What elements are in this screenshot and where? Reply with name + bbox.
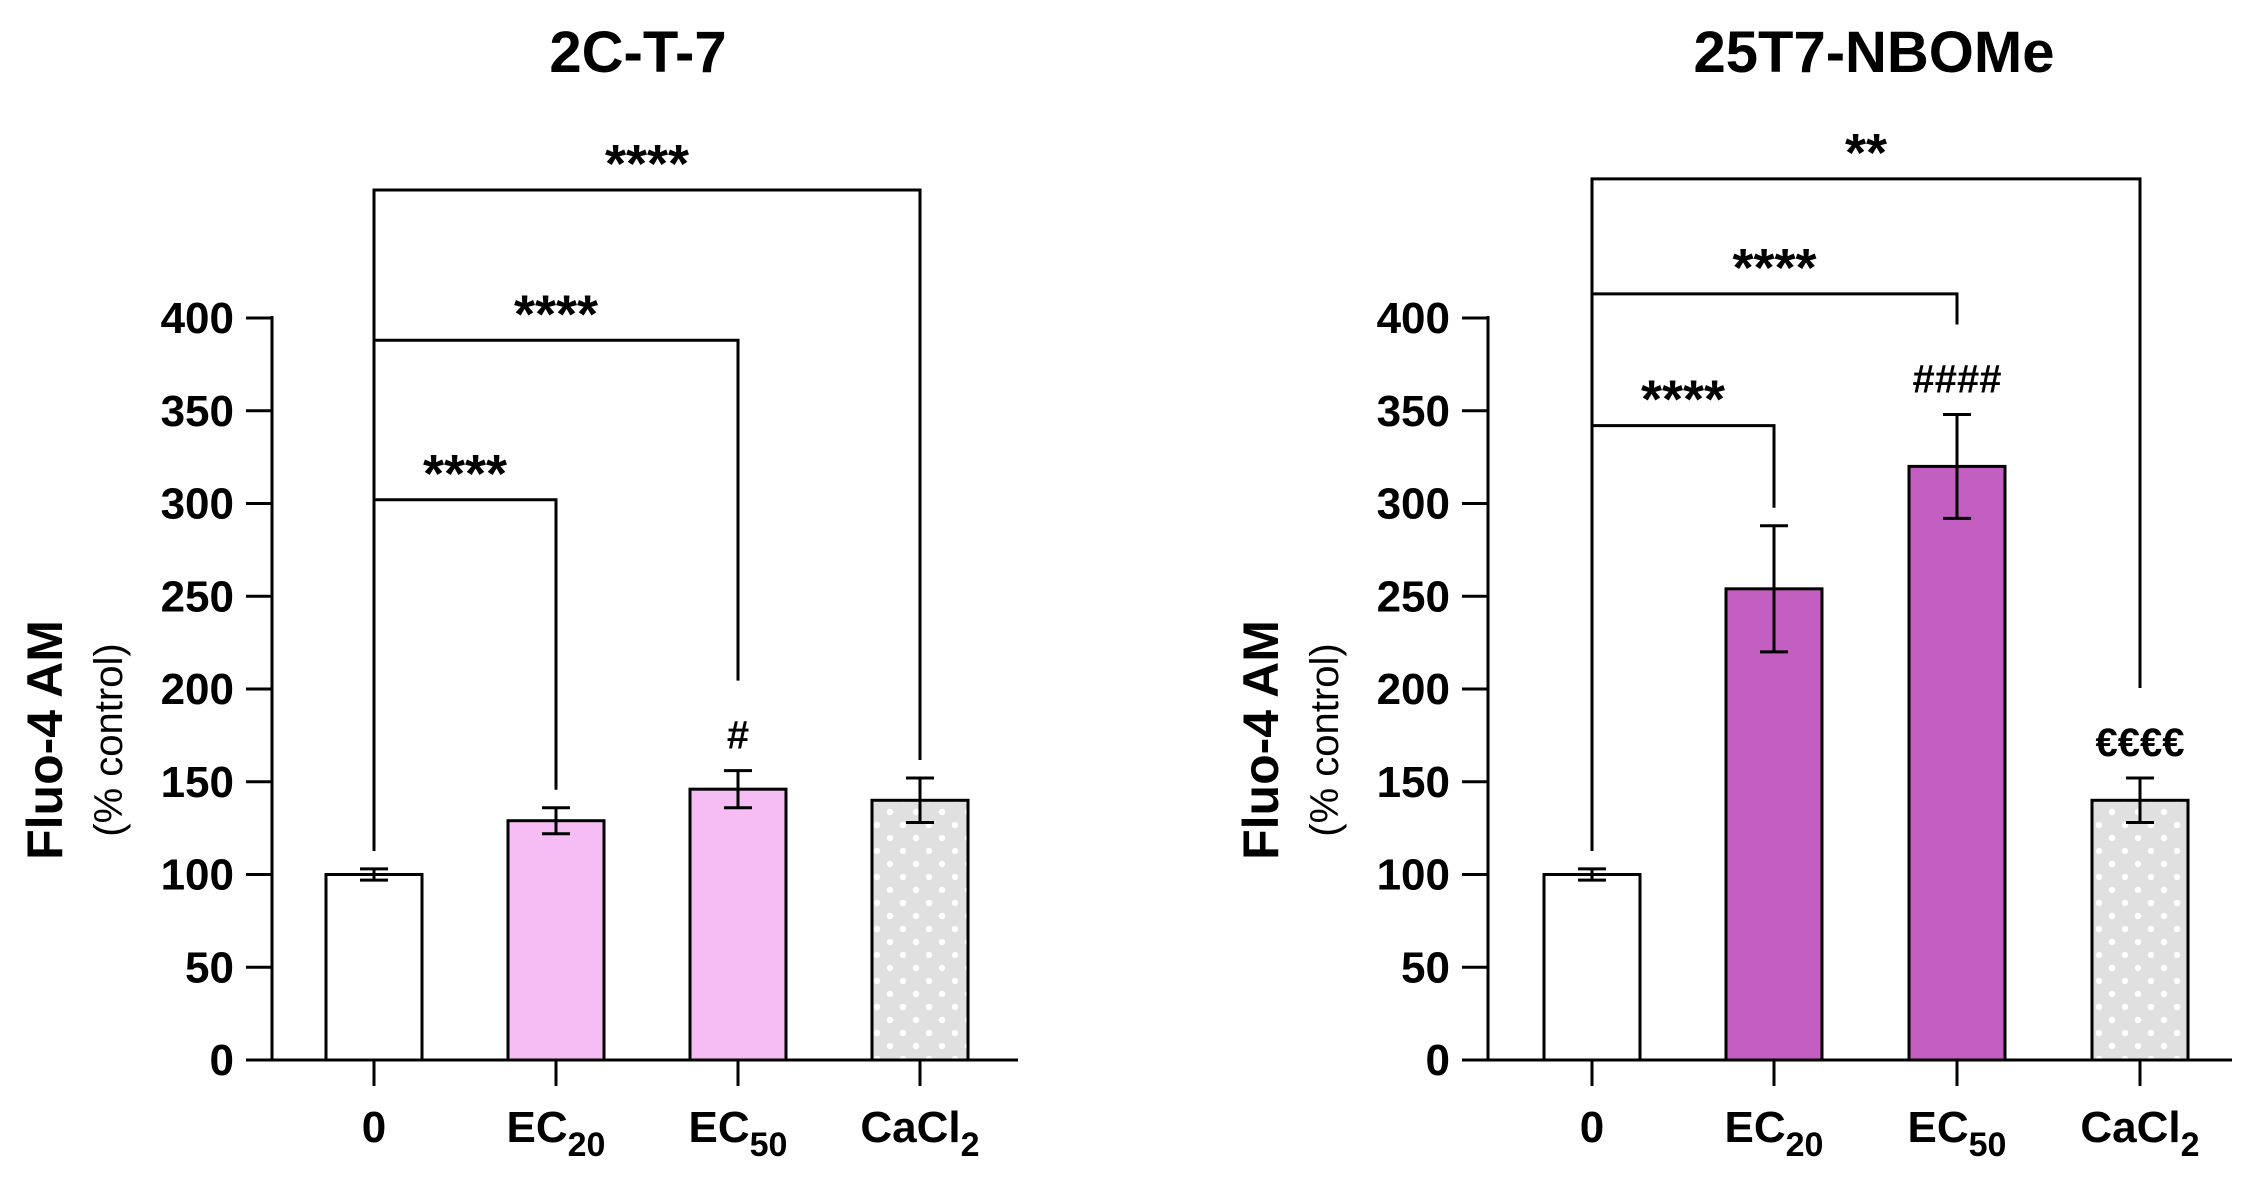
y-tick-label: 350 [161, 387, 234, 436]
x-tick-label-main: 0 [1580, 1103, 1604, 1152]
comparison-label: **** [1641, 370, 1725, 430]
chart-title: 25T7-NBOMe [1694, 20, 2055, 85]
y-axis-subtitle: (% control) [87, 643, 131, 836]
y-axis-label: Fluo-4 AM [1233, 620, 1289, 860]
y-axis-subtitle: (% control) [1303, 643, 1347, 836]
x-tick-label-main: EC [1725, 1103, 1786, 1152]
chart-panel-25t7-nbome: 25T7-NBOMe Fluo-4 AM (% control) 0 50 100 1… [1233, 20, 2232, 1164]
bar [1907, 464, 2007, 1062]
y-tick-label: 200 [1377, 665, 1450, 714]
significance-mark: €€€€ [2096, 721, 2185, 765]
y-axis-label: Fluo-4 AM [17, 620, 73, 860]
x-tick-label-main: CaCl [860, 1103, 960, 1152]
y-tick-label: 50 [185, 943, 234, 992]
x-tick-label-subscript: 2 [2181, 1126, 2200, 1164]
significance-mark: #### [1913, 357, 2002, 401]
comparison-bracket [372, 498, 558, 851]
y-tick-label: 100 [1377, 851, 1450, 900]
y-tick-label: 0 [210, 1036, 234, 1085]
bar [870, 798, 970, 1062]
bar [324, 873, 424, 1062]
x-tick-label-subscript: 20 [1786, 1126, 1824, 1164]
comparison-label: **** [423, 444, 507, 504]
x-tick-label-main: EC [507, 1103, 568, 1152]
x-tick-label: 0 [362, 1103, 386, 1152]
comparison-label: **** [605, 134, 689, 194]
significance-mark: # [727, 714, 749, 758]
x-tick-label-main: EC [689, 1103, 750, 1152]
x-tick-label-subscript: 50 [750, 1126, 788, 1164]
comparison-bracket [1590, 177, 2142, 851]
y-tick-label: 150 [161, 758, 234, 807]
x-tick-label-main: EC [1908, 1103, 1969, 1152]
x-tick-label: CaCl2 [2080, 1103, 2199, 1164]
y-tick-label: 300 [1377, 480, 1450, 529]
chart-panel-2c-t-7: 2C-T-7 Fluo-4 AM (% control) 05010015020… [17, 20, 1018, 1164]
bar [506, 819, 606, 1062]
x-tick-label-subscript: 20 [568, 1126, 606, 1164]
x-tick-label-main: 0 [362, 1103, 386, 1152]
comparison-label: **** [514, 284, 598, 344]
y-tick-label: 150 [1377, 758, 1450, 807]
bar [1724, 587, 1824, 1062]
x-tick-label-main: CaCl [2080, 1103, 2180, 1152]
y-axis-sublabel-wrap: (% control) [1303, 643, 1347, 836]
x-tick-label: 0 [1580, 1103, 1604, 1152]
y-tick-label: 400 [161, 294, 234, 343]
x-tick-label-subscript: 2 [961, 1126, 980, 1164]
y-tick-label: 400 [1377, 294, 1450, 343]
x-tick-label: EC50 [1908, 1103, 2007, 1164]
y-tick-label: 350 [1377, 387, 1450, 436]
x-tick-label: EC50 [689, 1103, 788, 1164]
y-axis-sublabel-wrap: (% control) [87, 643, 131, 836]
comparison-label: ** [1845, 123, 1887, 183]
y-tick-label: 0 [1426, 1036, 1450, 1085]
x-tick-label: EC20 [507, 1103, 606, 1164]
y-tick-label: 250 [161, 572, 234, 621]
bar [2090, 798, 2190, 1062]
y-tick-label: 200 [161, 665, 234, 714]
y-tick-label: 300 [161, 480, 234, 529]
y-axis-title: Fluo-4 AM [17, 620, 73, 860]
comparison-bracket [372, 188, 922, 851]
y-tick-label: 250 [1377, 572, 1450, 621]
chart-title: 2C-T-7 [549, 20, 726, 85]
y-tick-label: 50 [1401, 943, 1450, 992]
bar [1542, 873, 1642, 1062]
y-tick-label: 100 [161, 851, 234, 900]
x-tick-label: EC20 [1725, 1103, 1824, 1164]
x-tick-label-subscript: 50 [1969, 1126, 2007, 1164]
bar [688, 787, 788, 1062]
x-tick-label: CaCl2 [860, 1103, 979, 1164]
comparison-label: **** [1732, 238, 1816, 298]
y-axis-title: Fluo-4 AM [1233, 620, 1289, 860]
